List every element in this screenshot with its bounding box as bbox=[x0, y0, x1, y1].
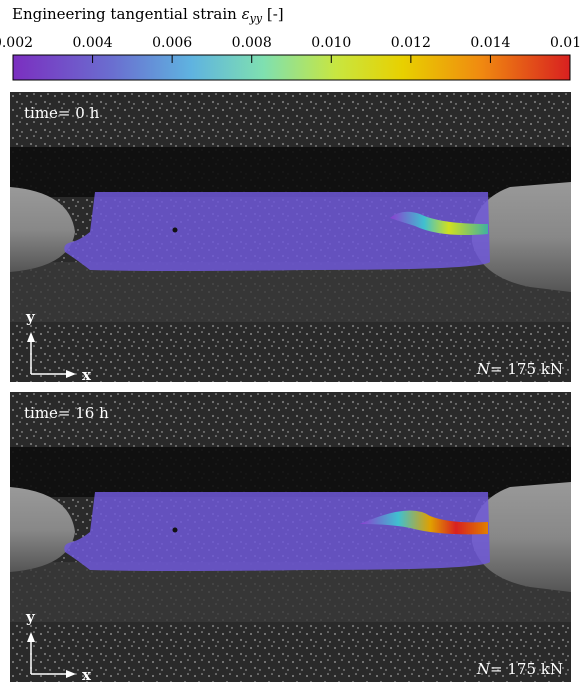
load-label: N= 175 kN bbox=[476, 360, 563, 378]
colorbar-symbol: ε bbox=[242, 5, 250, 23]
dark-band bbox=[10, 447, 571, 497]
y-axis-label: y bbox=[25, 608, 36, 626]
colorbar-tick-label: 0.004 bbox=[73, 35, 113, 51]
speckle-dot bbox=[173, 528, 178, 533]
load-label: N= 175 kN bbox=[476, 660, 563, 678]
time-label: time= 16 h bbox=[24, 404, 109, 422]
load-value: = 175 kN bbox=[490, 360, 563, 378]
photo-panel: time= 16 h y x N= 175 kN bbox=[10, 392, 571, 684]
load-symbol: N bbox=[476, 360, 491, 378]
strain-field bbox=[64, 192, 490, 271]
load-value: = 175 kN bbox=[490, 660, 563, 678]
y-axis-label: y bbox=[25, 308, 36, 326]
time-label: time= 0 h bbox=[24, 104, 100, 122]
dark-band bbox=[10, 147, 571, 197]
colorbar-tick-label: 0.016 bbox=[550, 35, 581, 51]
figure: Engineering tangential strain εyy [-] 0.… bbox=[0, 0, 581, 684]
colorbar-title: Engineering tangential strain εyy [-] bbox=[12, 5, 284, 27]
colorbar-tick-label: 0.006 bbox=[152, 35, 192, 51]
colorbar-unit: [-] bbox=[267, 5, 284, 23]
colorbar-tick-label: 0.008 bbox=[232, 35, 272, 51]
photo-panel: time= 0 h y x N= 175 kN bbox=[10, 92, 571, 384]
specimen-band bbox=[10, 562, 571, 622]
colorbar-title-text: Engineering tangential strain bbox=[12, 5, 237, 23]
colorbar-tick-label: 0.002 bbox=[0, 35, 33, 51]
colorbar-subscript: yy bbox=[249, 12, 263, 25]
x-axis-label: x bbox=[82, 666, 92, 684]
colorbar-tick-label: 0.010 bbox=[311, 35, 351, 51]
load-symbol: N bbox=[476, 660, 491, 678]
speckle-dot bbox=[173, 228, 178, 233]
colorbar-tick-label: 0.012 bbox=[391, 35, 431, 51]
x-axis-label: x bbox=[82, 366, 92, 384]
specimen-band bbox=[10, 262, 571, 322]
colorbar bbox=[13, 55, 570, 80]
strain-field bbox=[64, 492, 490, 571]
colorbar-tick-label: 0.014 bbox=[470, 35, 510, 51]
